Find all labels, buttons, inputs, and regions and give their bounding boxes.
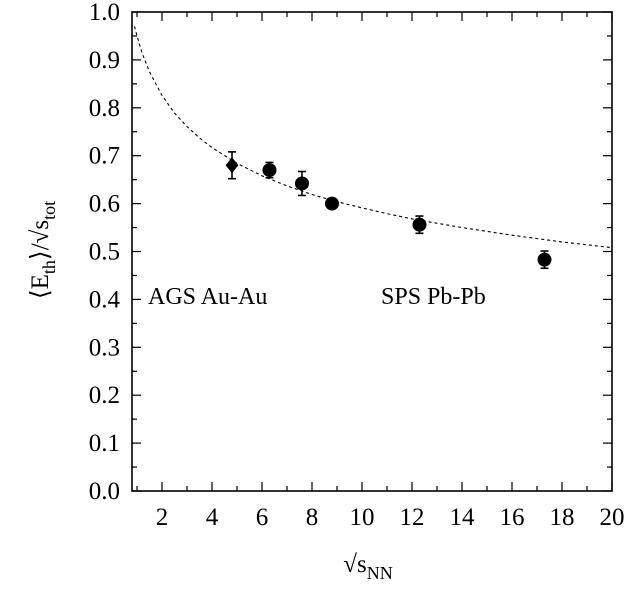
y-tick-label: 0.6 xyxy=(89,191,120,218)
x-tick-label: 14 xyxy=(450,504,476,531)
data-point-circle xyxy=(537,252,552,267)
x-axis-label-root: √ xyxy=(343,551,357,578)
axis-ticks-layer xyxy=(132,11,613,492)
x-tick-label: 8 xyxy=(306,504,319,531)
annotation-ags: AGS Au-Au xyxy=(148,284,267,310)
y-tick-label: 0.7 xyxy=(89,143,120,170)
y-tick-label: 0.1 xyxy=(89,430,120,457)
x-tick-label: 2 xyxy=(156,504,169,531)
y-tick-label: 0.3 xyxy=(89,334,120,361)
data-point-circle xyxy=(325,196,339,211)
x-tick-label: 6 xyxy=(256,504,269,531)
data-point-diamond xyxy=(225,157,239,174)
data-points-layer xyxy=(225,151,552,270)
y-tick-label: 0.2 xyxy=(89,382,120,409)
y-axis-label-sub1: th xyxy=(39,260,59,274)
fit-curve-layer xyxy=(133,26,613,249)
data-point-circle xyxy=(412,217,427,232)
x-axis-label-sub: NN xyxy=(367,563,393,583)
data-point-circle xyxy=(262,163,277,178)
x-tick-label: 4 xyxy=(206,504,219,531)
x-tick-label: 12 xyxy=(400,504,425,531)
x-tick-label: 16 xyxy=(500,504,525,531)
data-point-circle xyxy=(295,176,309,191)
y-tick-label: 1.0 xyxy=(89,0,120,26)
x-axis-label: √sNN xyxy=(343,551,392,583)
x-axis-label-base: s xyxy=(357,551,367,578)
y-tick-label: 0.9 xyxy=(89,47,120,74)
y-axis-label-sub2: tot xyxy=(39,201,59,220)
tick-labels-layer: 2 4 6 8 10 12 14 16 18 20 0.0 0.1 0.2 0.3 0.4 0.5 0.6 0.7… xyxy=(89,0,625,531)
y-axis-label-open: ⟨E xyxy=(27,274,54,299)
x-tick-label: 20 xyxy=(600,504,625,531)
fit-curve xyxy=(133,26,613,249)
y-tick-label: 0.5 xyxy=(89,239,120,266)
y-tick-label: 0.0 xyxy=(89,478,120,505)
y-tick-label: 0.4 xyxy=(89,286,121,313)
y-axis-label: ⟨Eth⟩/√stot xyxy=(27,201,59,299)
x-tick-label: 18 xyxy=(550,504,575,531)
y-tick-label: 0.8 xyxy=(89,95,120,122)
annotation-sps: SPS Pb-Pb xyxy=(381,284,486,310)
y-axis-label-mid: ⟩/√s xyxy=(27,220,54,260)
x-tick-label: 10 xyxy=(350,504,375,531)
plot-frame xyxy=(131,11,613,492)
